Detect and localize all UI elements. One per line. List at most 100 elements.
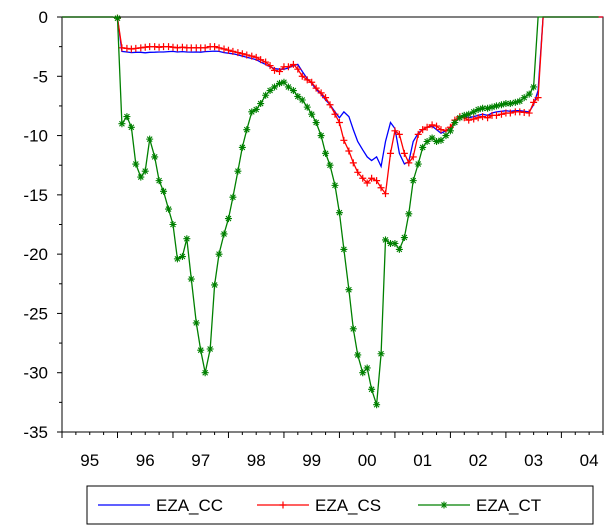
plus-marker [349,159,357,167]
plus-marker [294,65,302,73]
star-marker [386,239,394,247]
star-marker [284,83,292,91]
y-tick-label: -30 [23,364,48,383]
star-marker [335,209,343,217]
star-marker [428,134,436,142]
star-marker [187,275,195,283]
x-tick-label: 98 [247,451,266,470]
plus-marker [238,50,246,58]
star-marker [197,346,205,354]
plot-area [61,16,604,433]
star-marker [201,369,209,377]
star-marker [183,235,191,243]
plus-marker [530,98,538,106]
star-marker [433,138,441,145]
x-tick-label: 02 [469,451,488,470]
star-marker [395,245,403,253]
star-marker [220,230,228,238]
legend-box [86,485,594,525]
y-tick-label: -35 [23,423,48,442]
star-marker [400,234,408,242]
x-axis: 95 96 97 98 99 00 01 02 03 04 [61,432,604,470]
x-tick-label: 97 [191,451,210,470]
plus-marker [368,174,376,182]
plus-marker [437,126,445,134]
plus-marker [201,44,209,52]
star-marker [215,250,223,258]
plus-marker [279,501,287,509]
star-marker [271,83,279,91]
plus-marker [470,115,478,123]
x-tick-label: 96 [136,451,155,470]
star-marker [289,87,297,95]
star-marker [132,160,140,168]
plus-marker [377,184,385,192]
plus-marker [262,58,270,66]
plus-marker [312,84,320,92]
star-marker [127,123,135,131]
plus-marker [534,94,542,102]
x-tick-label: 04 [580,451,599,470]
plus-marker [497,110,505,118]
plus-marker [276,68,284,76]
plus-marker [317,89,325,97]
plus-marker [234,49,242,57]
plus-marker [326,101,334,109]
plus-marker [479,113,487,121]
star-marker [123,113,131,121]
legend-label: EZA_CS [315,496,381,515]
plus-marker [252,53,260,61]
star-marker [354,351,362,359]
star-marker [465,110,473,118]
plus-marker [220,45,228,53]
series-eza-cs [62,14,603,198]
plus-marker [331,110,339,118]
star-marker [377,350,385,358]
star-marker [359,369,367,377]
plus-marker [271,66,279,74]
plus-marker [289,60,297,68]
y-tick-label: -10 [23,127,48,146]
star-marker [381,236,389,244]
plus-marker [474,114,482,122]
plus-marker [484,114,492,122]
star-marker [224,215,232,223]
star-marker [511,98,519,106]
star-marker [206,345,214,353]
plus-marker [229,47,237,55]
x-tick-label: 01 [413,451,432,470]
star-marker [211,281,219,289]
star-marker [456,114,464,122]
star-marker [298,96,306,104]
star-marker [373,401,381,409]
star-marker [525,90,533,98]
star-marker [155,177,163,185]
y-tick-label: -15 [23,186,48,205]
star-marker [484,104,492,112]
plus-marker [322,94,330,102]
star-marker [479,104,487,112]
star-marker [502,100,510,108]
legend-label: EZA_CT [476,496,541,515]
star-marker [331,181,339,189]
plus-marker [373,177,381,185]
plus-marker [506,109,514,117]
star-marker [492,102,500,110]
star-marker [173,255,181,263]
plus-marker [492,111,500,119]
plus-marker [284,63,292,71]
plus-marker [303,76,311,84]
star-marker [113,14,121,22]
star-marker [506,100,514,108]
plus-marker [266,62,274,70]
series-line [62,16,599,405]
star-marker [451,119,459,127]
y-tick-label: -5 [33,67,48,86]
star-marker [118,120,126,128]
star-marker [266,87,274,95]
plus-marker [386,149,394,157]
plus-marker [433,122,441,130]
star-marker [248,108,256,116]
star-marker [405,210,413,218]
